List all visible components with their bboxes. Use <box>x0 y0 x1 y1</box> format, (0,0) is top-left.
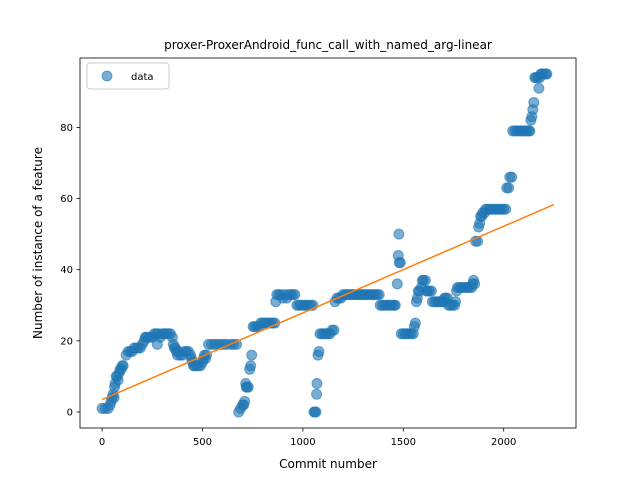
data-point <box>450 296 462 308</box>
y-axis-title: Number of instance of a feature <box>31 147 45 339</box>
axes-frame <box>79 57 577 429</box>
plot-area <box>96 68 555 418</box>
x-tick-label: 2000 <box>491 437 516 448</box>
axes: 0 500 1000 1500 2000 0 20 40 60 80 <box>60 57 577 448</box>
data-point <box>246 349 258 361</box>
data-point <box>239 395 251 407</box>
data-point <box>313 346 325 358</box>
legend-marker <box>101 70 113 82</box>
data-point <box>393 228 405 240</box>
data-point <box>289 289 301 301</box>
data-point <box>541 68 553 80</box>
data-point <box>469 278 481 290</box>
data-point <box>245 360 257 372</box>
legend-frame <box>86 62 170 90</box>
data-point <box>409 317 421 329</box>
x-axis-title: Commit number <box>279 457 377 471</box>
y-tick-label: 0 <box>67 407 73 418</box>
x-tick-label: 1500 <box>391 437 416 448</box>
data-point <box>391 278 403 290</box>
y-tick-label: 60 <box>60 194 73 205</box>
y-tick-label: 80 <box>60 123 73 134</box>
x-tick-label: 500 <box>193 437 212 448</box>
y-tick-label: 20 <box>60 336 73 347</box>
data-point <box>311 388 323 400</box>
data-point <box>373 289 385 301</box>
data-point <box>528 96 540 108</box>
data-point <box>242 381 254 393</box>
legend-label-data: data <box>131 72 154 83</box>
x-tick-label: 1000 <box>290 437 315 448</box>
x-tick-label: 0 <box>99 437 105 448</box>
y-tick-label: 40 <box>60 265 73 276</box>
chart-title: proxer-ProxerAndroid_func_call_with_name… <box>164 38 492 52</box>
legend: data <box>86 62 170 90</box>
data-point <box>425 285 437 297</box>
data-point <box>389 299 401 311</box>
data-point <box>328 324 340 336</box>
data-point <box>500 203 512 215</box>
data-point <box>506 171 518 183</box>
data-point <box>503 182 515 194</box>
data-point <box>394 257 406 269</box>
data-point <box>419 274 431 286</box>
data-point <box>311 378 323 390</box>
data-point <box>533 82 545 94</box>
data-point <box>524 125 536 137</box>
fit-line <box>101 203 555 401</box>
data-point <box>310 406 322 418</box>
data-point <box>117 360 129 372</box>
